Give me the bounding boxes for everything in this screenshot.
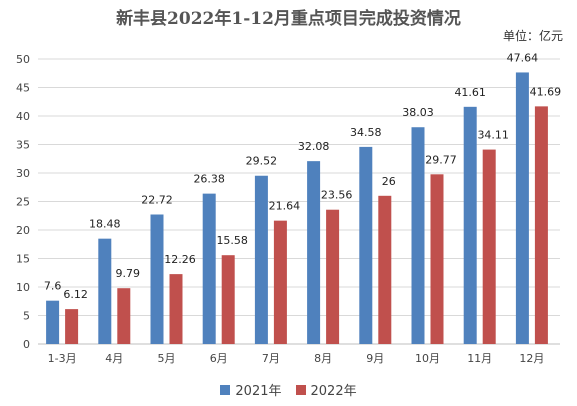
data-label-2021: 34.58 bbox=[350, 126, 382, 139]
y-tick-label: 45 bbox=[16, 82, 30, 95]
data-label-2021: 47.64 bbox=[507, 51, 539, 64]
y-tick-label: 25 bbox=[16, 196, 30, 209]
bar-2022 bbox=[430, 174, 444, 344]
bar-2022 bbox=[65, 309, 79, 344]
x-tick-label: 7月 bbox=[262, 352, 280, 365]
bar-2021 bbox=[359, 146, 373, 344]
data-label-2022: 9.79 bbox=[116, 267, 141, 280]
y-tick-label: 0 bbox=[23, 338, 30, 351]
data-label-2022: 15.58 bbox=[216, 234, 248, 247]
x-tick-label: 12月 bbox=[519, 352, 544, 365]
y-tick-label: 5 bbox=[23, 310, 30, 323]
legend-item-2021: 2021年 bbox=[220, 380, 282, 399]
bar-2022 bbox=[273, 220, 287, 344]
x-tick-label: 9月 bbox=[366, 352, 384, 365]
y-tick-label: 20 bbox=[16, 224, 30, 237]
y-tick-label: 30 bbox=[16, 167, 30, 180]
unit-label: 单位：亿元 bbox=[502, 29, 563, 43]
bar-2022 bbox=[326, 209, 340, 344]
data-label-2021: 7.6 bbox=[44, 280, 62, 293]
legend-swatch-2021 bbox=[220, 384, 231, 395]
x-tick-label: 11月 bbox=[467, 352, 492, 365]
bar-2022 bbox=[169, 274, 183, 344]
legend: 2021年 2022年 bbox=[0, 380, 577, 399]
data-label-2021: 18.48 bbox=[89, 218, 121, 231]
y-tick-label: 40 bbox=[16, 110, 30, 123]
data-label-2021: 22.72 bbox=[141, 193, 173, 206]
y-tick-label: 50 bbox=[16, 53, 30, 66]
data-label-2022: 21.64 bbox=[269, 200, 301, 213]
data-label-2021: 29.52 bbox=[246, 155, 278, 168]
x-tick-label: 5月 bbox=[158, 352, 176, 365]
y-tick-label: 15 bbox=[16, 253, 30, 266]
y-tick-label: 35 bbox=[16, 139, 30, 152]
y-tick-label: 10 bbox=[16, 281, 30, 294]
data-label-2022: 34.11 bbox=[477, 129, 509, 142]
bar-2022 bbox=[117, 288, 131, 344]
bar-2021 bbox=[202, 193, 216, 344]
data-label-2022: 41.69 bbox=[530, 85, 562, 98]
bar-2021 bbox=[515, 72, 529, 345]
legend-swatch-2022 bbox=[295, 384, 306, 395]
data-label-2021: 26.38 bbox=[193, 173, 225, 186]
data-label-2021: 38.03 bbox=[402, 106, 434, 119]
legend-label-2022: 2022年 bbox=[310, 384, 357, 399]
x-tick-label: 6月 bbox=[210, 352, 228, 365]
data-label-2021: 41.61 bbox=[454, 86, 486, 99]
legend-label-2021: 2021年 bbox=[235, 384, 282, 399]
x-tick-label: 4月 bbox=[105, 352, 123, 365]
bar-2022 bbox=[534, 106, 548, 344]
bar-2021 bbox=[98, 238, 112, 344]
bar-2022 bbox=[482, 149, 496, 344]
x-tick-label: 8月 bbox=[314, 352, 332, 365]
data-label-2022: 6.12 bbox=[63, 288, 88, 301]
data-label-2022: 26 bbox=[382, 175, 396, 188]
bar-2021 bbox=[411, 127, 425, 344]
x-tick-label: 1-3月 bbox=[48, 352, 77, 365]
legend-item-2022: 2022年 bbox=[295, 380, 357, 399]
bar-2021 bbox=[150, 214, 164, 344]
bar-2021 bbox=[254, 175, 268, 344]
bar-2022 bbox=[221, 255, 235, 344]
bar-2021 bbox=[46, 300, 60, 344]
chart-title: 新丰县2022年1-12月重点项目完成投资情况 bbox=[116, 9, 461, 29]
x-tick-label: 10月 bbox=[415, 352, 440, 365]
bar-2021 bbox=[463, 106, 477, 344]
data-label-2021: 32.08 bbox=[298, 140, 330, 153]
data-label-2022: 23.56 bbox=[321, 189, 353, 202]
data-label-2022: 29.77 bbox=[425, 153, 457, 166]
bar-2021 bbox=[307, 161, 321, 344]
data-label-2022: 12.26 bbox=[164, 253, 196, 266]
bar-2022 bbox=[378, 195, 392, 344]
